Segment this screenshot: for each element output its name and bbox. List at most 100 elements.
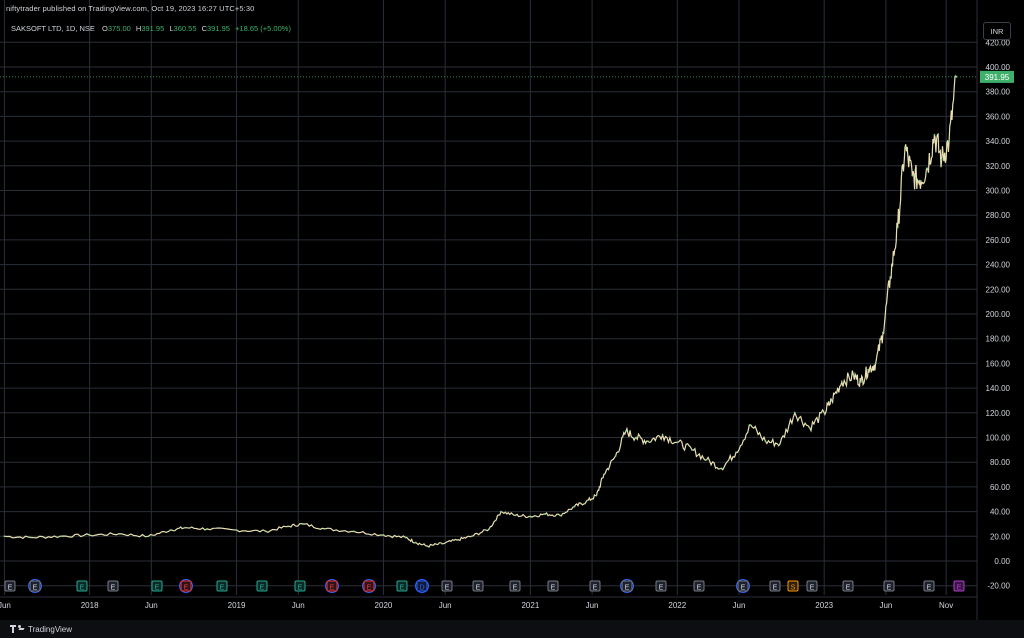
- event-marker-earnings-green[interactable]: E: [216, 580, 229, 593]
- close-value: 391.95: [207, 24, 230, 33]
- price-point: [676, 441, 679, 444]
- price-point: [29, 536, 32, 539]
- event-marker-box: [883, 580, 895, 592]
- event-marker-earnings-neutral[interactable]: E: [806, 580, 819, 593]
- open-label: O: [102, 24, 108, 33]
- price-point: [88, 534, 91, 536]
- price-point: [705, 458, 708, 461]
- x-tick-label: 2018: [81, 601, 99, 610]
- event-marker-earnings-neutral[interactable]: E: [883, 580, 896, 593]
- price-points: [3, 75, 958, 548]
- event-marker-box: [842, 580, 854, 592]
- price-point: [488, 527, 491, 530]
- y-tick-label: 20.00: [990, 532, 1011, 541]
- y-tick-label: 300.00: [986, 187, 1011, 196]
- price-chart[interactable]: 420.00 400.00 380.00 360.00 340.00 320.00 300.…: [0, 0, 1024, 620]
- event-marker-earnings-neutral[interactable]: E: [4, 580, 17, 593]
- chart-background: [0, 0, 1024, 620]
- y-tick-label: 260.00: [986, 236, 1011, 245]
- event-marker-earnings-neutral[interactable]: E: [655, 580, 668, 593]
- y-tick-label: 220.00: [986, 285, 1011, 294]
- event-marker-box: [256, 580, 268, 592]
- price-point: [933, 134, 936, 136]
- event-marker-letter: E: [400, 584, 405, 591]
- event-marker-earnings-red[interactable]: E: [362, 579, 376, 593]
- event-marker-box: [76, 580, 88, 592]
- event-marker-earnings-neutral[interactable]: E: [28, 579, 42, 593]
- event-marker-letter: E: [367, 584, 372, 591]
- event-marker-box: [547, 580, 559, 592]
- event-marker-earnings-green[interactable]: E: [294, 580, 307, 593]
- event-marker-letter: E: [846, 584, 851, 591]
- event-marker-earnings-red[interactable]: E: [179, 579, 193, 593]
- y-tick-label: 100.00: [986, 434, 1011, 443]
- event-marker-earnings-neutral[interactable]: E: [589, 580, 602, 593]
- price-point: [882, 331, 884, 334]
- price-point: [514, 514, 517, 517]
- price-point: [874, 362, 877, 365]
- price-point: [904, 146, 906, 149]
- tradingview-brand: TradingView: [28, 624, 73, 634]
- event-marker-earnings-neutral[interactable]: E: [736, 579, 750, 593]
- event-marker-earnings-upcoming[interactable]: E: [953, 580, 966, 593]
- low-value: 360.55: [173, 24, 197, 33]
- event-marker-earnings-neutral[interactable]: E: [620, 579, 634, 593]
- currency-button[interactable]: INR: [983, 22, 1011, 40]
- y-tick-label: 140.00: [986, 384, 1011, 393]
- price-point: [840, 381, 843, 383]
- event-marker-letter: E: [625, 584, 630, 591]
- y-tick-label: 80.00: [990, 458, 1011, 467]
- event-marker-box: [4, 580, 16, 592]
- price-point: [896, 226, 899, 229]
- y-tick-label: 60.00: [990, 483, 1011, 492]
- event-marker-earnings-neutral[interactable]: E: [923, 580, 936, 593]
- event-marker-box: [472, 580, 484, 592]
- event-marker-box: [216, 580, 228, 592]
- event-marker-letter: E: [593, 584, 598, 591]
- event-marker-box: [655, 580, 667, 592]
- event-marker-letter: E: [8, 584, 13, 591]
- price-point: [118, 532, 120, 535]
- price-point: [470, 535, 473, 538]
- event-marker-split[interactable]: S: [787, 580, 800, 593]
- event-marker-dividend[interactable]: D: [415, 579, 429, 593]
- tradingview-mark-icon: [10, 625, 25, 633]
- event-marker-box: [769, 580, 781, 592]
- event-marker-earnings-neutral[interactable]: E: [547, 580, 560, 593]
- event-marker-box: [589, 580, 601, 592]
- price-point: [749, 424, 752, 427]
- high-label: H: [135, 24, 142, 33]
- event-marker-letter: E: [957, 584, 962, 591]
- x-tick-label: Jun: [586, 601, 599, 610]
- price-point: [614, 455, 617, 457]
- price-point: [867, 368, 870, 371]
- last-price-tag: [980, 70, 1014, 83]
- event-marker-ring: [620, 579, 634, 593]
- event-marker-earnings-neutral[interactable]: E: [509, 580, 522, 593]
- event-marker-box: [441, 580, 453, 592]
- event-marker-earnings-neutral[interactable]: E: [441, 580, 454, 593]
- event-marker-earnings-green[interactable]: E: [76, 580, 89, 593]
- event-marker-earnings-green[interactable]: E: [396, 580, 409, 593]
- price-point: [793, 411, 796, 414]
- event-marker-earnings-green[interactable]: E: [151, 580, 164, 593]
- tradingview-logo[interactable]: TradingView: [10, 625, 72, 634]
- price-point: [635, 436, 638, 439]
- price-point: [860, 381, 862, 383]
- price-point: [926, 167, 928, 170]
- event-marker-box: [180, 580, 192, 592]
- event-marker-earnings-neutral[interactable]: E: [842, 580, 855, 593]
- x-tick-label: 2023: [815, 601, 833, 610]
- event-marker-earnings-neutral[interactable]: E: [472, 580, 485, 593]
- event-marker-box: [396, 580, 408, 592]
- price-point: [647, 440, 649, 443]
- event-marker-earnings-red[interactable]: E: [325, 579, 339, 593]
- event-marker-earnings-green[interactable]: E: [256, 580, 269, 593]
- event-marker-earnings-neutral[interactable]: E: [693, 580, 706, 593]
- price-point: [585, 500, 588, 503]
- x-tick-label: Jun: [145, 601, 158, 610]
- y-tick-label: 0.00: [994, 557, 1010, 566]
- event-marker-earnings-neutral[interactable]: E: [107, 580, 120, 593]
- price-point: [456, 539, 458, 541]
- event-marker-earnings-neutral[interactable]: E: [769, 580, 782, 593]
